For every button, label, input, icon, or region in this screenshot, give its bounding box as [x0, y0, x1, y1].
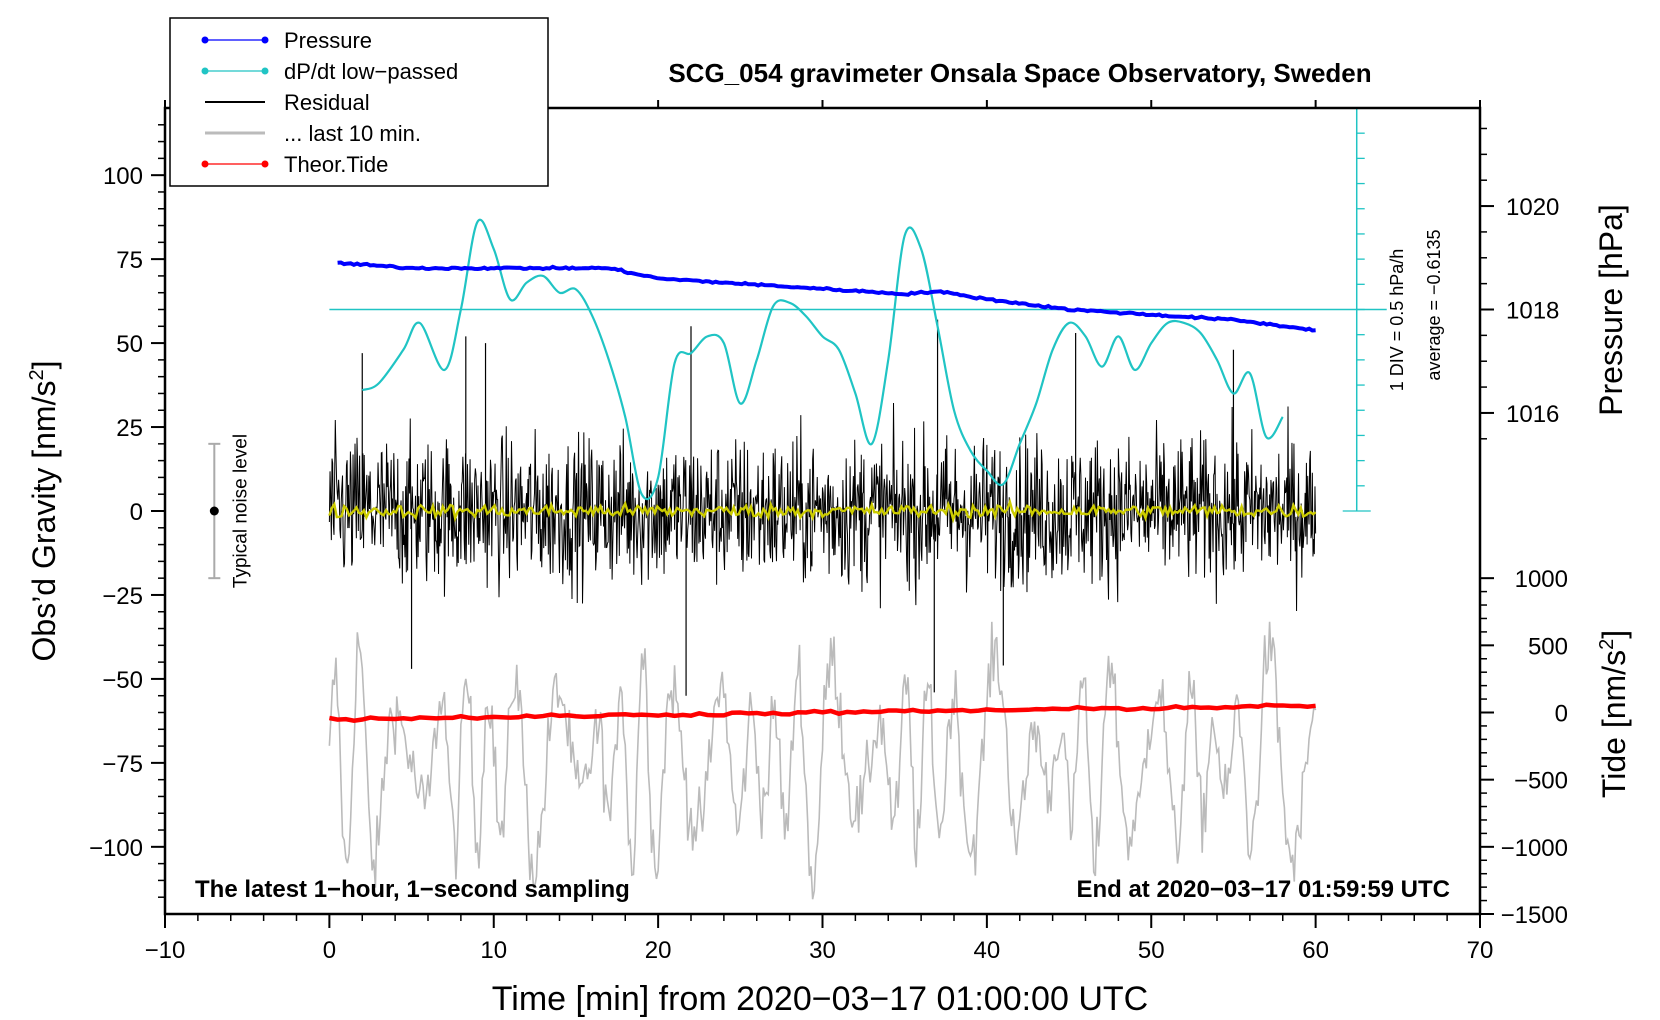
y-tick-label: 50	[116, 331, 143, 358]
tide-tick-label: −1500	[1501, 902, 1568, 929]
y-axis-label-gravity-text: Obs’d Gravity [nm/s	[26, 381, 62, 662]
tide-tick-label: −1000	[1501, 835, 1568, 862]
tide-tick-label: 1000	[1515, 566, 1568, 593]
y-axis-label-pressure: Pressure [hPa]	[1593, 204, 1629, 416]
y-tick-label: −50	[102, 667, 143, 694]
series-last-10-min	[328, 621, 1317, 900]
legend-marker	[261, 160, 269, 168]
x-tick-label: −10	[145, 937, 186, 964]
y-tick-label: 25	[116, 415, 143, 442]
legend: Pressure dP/dt low−passed Residual ... last…	[169, 17, 549, 187]
tide-tick-label: 500	[1528, 633, 1568, 660]
tide-tick-label: 0	[1555, 701, 1568, 728]
legend-label: dP/dt low−passed	[284, 59, 458, 84]
pressure-tick-label: 1016	[1506, 401, 1559, 428]
y-axis-label-tide-close: ]	[1596, 630, 1632, 639]
pressure-tick-label: 1020	[1506, 194, 1559, 221]
y-axis-label-gravity-sup: 2	[26, 369, 48, 380]
x-tick-label: 10	[480, 937, 507, 964]
x-tick-label: 60	[1302, 937, 1329, 964]
x-tick-label: 40	[974, 937, 1001, 964]
chart-title: SCG_054 gravimeter Onsala Space Observat…	[668, 58, 1371, 88]
y-axis-label-gravity-close: ]	[26, 361, 62, 370]
noise-bar-center-dot	[209, 506, 219, 516]
y-tick-label: 0	[130, 499, 143, 526]
series-residual-smoothed	[328, 497, 1317, 524]
y-axis-label-tide-sup: 2	[1596, 639, 1618, 650]
x-tick-label: 20	[645, 937, 672, 964]
noise-bar-label: Typical noise level	[230, 434, 251, 588]
series-pressure	[337, 260, 1316, 333]
dpdt-average-label: average = −0.6135	[1424, 229, 1444, 380]
y-axis-label-tide: Tide [nm/s2]	[1596, 630, 1632, 798]
x-tick-label: 0	[323, 937, 336, 964]
axes-layer: −10 0 10 20 30 40 50 60 701007550250−25−50−75−10…	[89, 100, 1568, 964]
series-residual	[328, 403, 1317, 612]
legend-label: ... last 10 min.	[284, 121, 421, 146]
series-dpdt-low-passed	[361, 218, 1284, 501]
data-layer: 1 DIV = 0.5 hPa/h average = −0.6135 Typica…	[208, 107, 1444, 900]
legend-marker	[261, 36, 269, 44]
pressure-tick-label: 1018	[1506, 298, 1559, 325]
y-axis-label-gravity: Obs’d Gravity [nm/s2]	[26, 361, 62, 662]
y-axis-label-tide-text: Tide [nm/s	[1596, 650, 1632, 798]
dpdt-scale-label: 1 DIV = 0.5 hPa/h	[1387, 249, 1407, 392]
annotation-end-time: End at 2020−03−17 01:59:59 UTC	[1076, 876, 1450, 903]
legend-marker	[201, 67, 209, 75]
x-tick-label: 70	[1467, 937, 1494, 964]
x-axis-label: Time [min] from 2020−03−17 01:00:00 UTC	[492, 980, 1148, 1018]
y-tick-label: −75	[102, 751, 143, 778]
annotation-latest-hour: The latest 1−hour, 1−second sampling	[195, 876, 630, 903]
legend-marker	[261, 67, 269, 75]
legend-label: Theor.Tide	[284, 152, 388, 177]
legend-marker	[201, 160, 209, 168]
series-theoretical-tide	[328, 702, 1316, 723]
y-tick-label: 100	[103, 163, 143, 190]
legend-marker	[201, 36, 209, 44]
y-tick-label: 75	[116, 247, 143, 274]
tide-tick-label: −500	[1514, 768, 1568, 795]
legend-label: Pressure	[284, 28, 372, 53]
legend-label: Residual	[284, 90, 370, 115]
x-tick-label: 30	[809, 937, 836, 964]
y-tick-label: −25	[102, 583, 143, 610]
x-tick-label: 50	[1138, 937, 1165, 964]
y-tick-label: −100	[89, 835, 143, 862]
